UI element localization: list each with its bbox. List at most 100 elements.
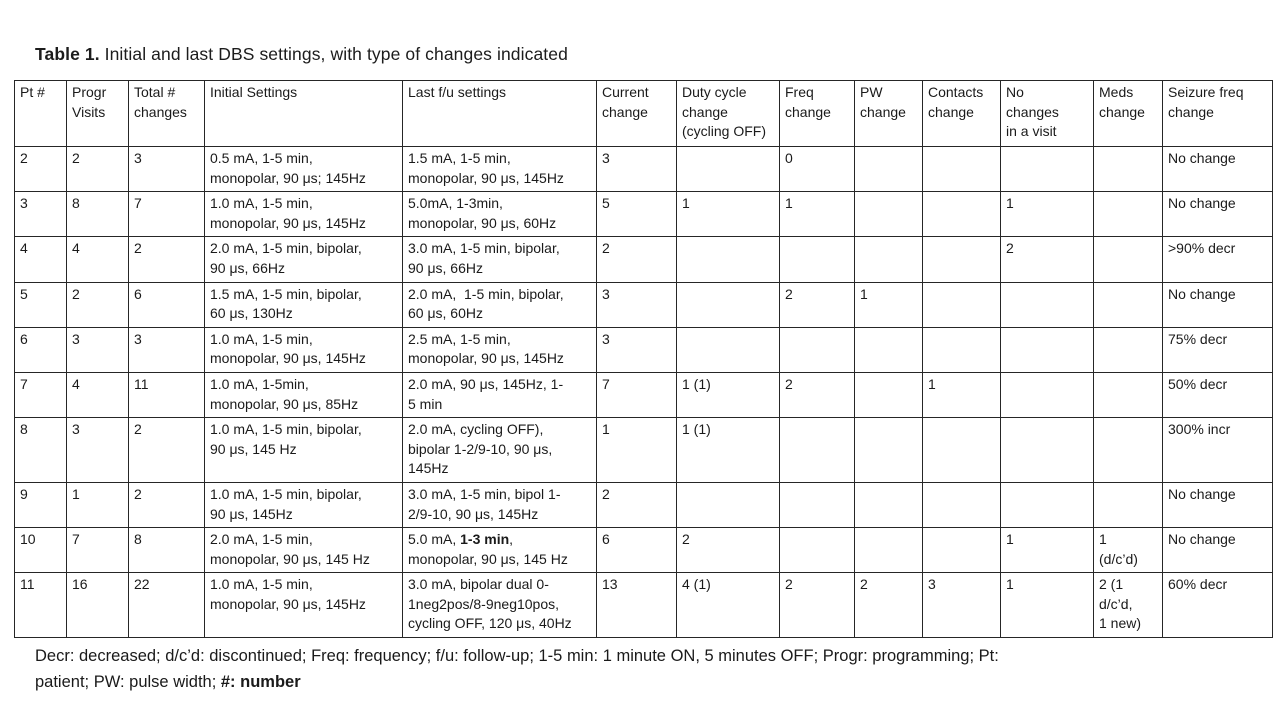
table-cell: 3.0 mA, bipolar dual 0- 1neg2pos/8-9neg10… bbox=[402, 572, 597, 639]
table-cell: No change bbox=[1162, 481, 1273, 529]
table-cell bbox=[676, 145, 780, 193]
table-cell: 1 bbox=[1000, 527, 1094, 574]
table-cell bbox=[922, 145, 1001, 193]
table-cell bbox=[1093, 191, 1163, 238]
table-cell: 2 bbox=[14, 145, 67, 193]
table-cell: 2 bbox=[779, 572, 855, 639]
table-cell bbox=[854, 371, 923, 419]
table-cell: 4 bbox=[66, 236, 129, 283]
table-cell bbox=[779, 236, 855, 283]
table-cell bbox=[676, 481, 780, 529]
table-cell: 5 bbox=[596, 191, 677, 238]
table-cell: 3 bbox=[128, 145, 205, 193]
table-cell bbox=[922, 236, 1001, 283]
table-cell: 4 (1) bbox=[676, 572, 780, 639]
column-header: Freq change bbox=[779, 80, 855, 147]
table-cell bbox=[779, 417, 855, 483]
table-cell: 2 bbox=[66, 145, 129, 193]
table-cell bbox=[779, 527, 855, 574]
table-cell: 1 bbox=[596, 417, 677, 483]
table-cell: 1.5 mA, 1-5 min, bipolar, 60 μs, 130Hz bbox=[204, 281, 403, 328]
table-cell: 1.0 mA, 1-5 min, monopolar, 90 μs, 145Hz bbox=[204, 326, 403, 373]
table-cell: No change bbox=[1162, 145, 1273, 193]
table-cell: 11 bbox=[14, 572, 67, 639]
emphasized-text: 1-3 min bbox=[460, 531, 510, 548]
table-cell: 1 bbox=[676, 191, 780, 238]
table-cell: 2 bbox=[596, 236, 677, 283]
emphasized-text: #: number bbox=[220, 673, 301, 692]
table-cell: 2 bbox=[779, 281, 855, 328]
table-row: 8 3 2 1.0 mA, 1-5 min, bipolar, 90 μs, 145 H… bbox=[14, 417, 1273, 483]
table-cell: 1.0 mA, 1-5 min, bipolar, 90 μs, 145Hz bbox=[204, 481, 403, 529]
table-cell: 8 bbox=[66, 191, 129, 238]
table-cell: 16 bbox=[66, 572, 129, 639]
table-cell: 7 bbox=[596, 371, 677, 419]
footnote-line: patient; PW: pulse width; #: number bbox=[35, 669, 1245, 695]
table-cell: 1 (1) bbox=[676, 417, 780, 483]
table-cell: 60% decr bbox=[1162, 572, 1273, 639]
footnote-line: Decr: decreased; d/c’d: discontinued; Fr… bbox=[35, 647, 999, 666]
column-header: Contacts change bbox=[922, 80, 1001, 147]
table-row: 6 3 3 1.0 mA, 1-5 min, monopolar, 90 μs, 145… bbox=[14, 326, 1273, 373]
table-row: 9 1 2 1.0 mA, 1-5 min, bipolar, 90 μs, 145Hz… bbox=[14, 481, 1273, 529]
table-footnote: Decr: decreased; d/c’d: discontinued; Fr… bbox=[35, 643, 1245, 696]
table-cell: 3 bbox=[596, 326, 677, 373]
table-cell: 5.0mA, 1-3min, monopolar, 90 μs, 60Hz bbox=[402, 191, 597, 238]
table-cell bbox=[922, 527, 1001, 574]
dbs-settings-table: Pt # Progr Visits Total # changes Initial Set… bbox=[14, 80, 1273, 639]
table-cell: 2.0 mA, cycling OFF), bipolar 1-2/9-10, 9… bbox=[402, 417, 597, 483]
document-page: Table 1. Initial and last DBS settings, … bbox=[0, 44, 1280, 720]
table-cell bbox=[922, 191, 1001, 238]
column-header: No changes in a visit bbox=[1000, 80, 1094, 147]
table-cell: 4 bbox=[14, 236, 67, 283]
table-cell: 2 bbox=[128, 481, 205, 529]
table-cell: 1 bbox=[66, 481, 129, 529]
caption-text: Initial and last DBS settings, with type… bbox=[99, 44, 568, 64]
table-cell: 3.0 mA, 1-5 min, bipolar, 90 μs, 66Hz bbox=[402, 236, 597, 283]
table-cell bbox=[922, 481, 1001, 529]
table-cell bbox=[922, 326, 1001, 373]
table-cell bbox=[1093, 417, 1163, 483]
table-cell bbox=[922, 417, 1001, 483]
table-cell: 50% decr bbox=[1162, 371, 1273, 419]
column-header: Initial Settings bbox=[204, 80, 403, 147]
table-cell: 2.5 mA, 1-5 min, monopolar, 90 μs, 145Hz bbox=[402, 326, 597, 373]
column-header: Pt # bbox=[14, 80, 67, 147]
table-cell bbox=[1000, 145, 1094, 193]
table-cell bbox=[854, 527, 923, 574]
column-header: Duty cycle change (cycling OFF) bbox=[676, 80, 780, 147]
table-cell: 0 bbox=[779, 145, 855, 193]
table-cell: 3 bbox=[14, 191, 67, 238]
table-cell: 0.5 mA, 1-5 min, monopolar, 90 μs; 145Hz bbox=[204, 145, 403, 193]
table-cell bbox=[779, 326, 855, 373]
column-header: Progr Visits bbox=[66, 80, 129, 147]
table-row: 3 8 7 1.0 mA, 1-5 min, monopolar, 90 μs, 145… bbox=[14, 191, 1273, 238]
table-cell bbox=[1093, 236, 1163, 283]
table-cell: 3.0 mA, 1-5 min, bipol 1- 2/9-10, 90 μs, … bbox=[402, 481, 597, 529]
table-row: 10 7 8 2.0 mA, 1-5 min, monopolar, 90 μs, 14… bbox=[14, 527, 1273, 574]
table-cell: 5.0 mA, 1-3 min, monopolar, 90 μs, 145 Hz bbox=[402, 527, 597, 574]
table-cell: 2.0 mA, 1-5 min, bipolar, 90 μs, 66Hz bbox=[204, 236, 403, 283]
table-cell bbox=[1000, 326, 1094, 373]
table-cell: 6 bbox=[14, 326, 67, 373]
table-cell: 2 bbox=[676, 527, 780, 574]
text-segment: , bbox=[509, 531, 514, 548]
table-cell: 1 (1) bbox=[676, 371, 780, 419]
table-cell: 10 bbox=[14, 527, 67, 574]
table-body: 2 2 3 0.5 mA, 1-5 min, monopolar, 90 μs; 145… bbox=[14, 145, 1273, 639]
table-cell: 6 bbox=[128, 281, 205, 328]
table-cell: 8 bbox=[128, 527, 205, 574]
table-cell: 2 bbox=[854, 572, 923, 639]
table-cell: 300% incr bbox=[1162, 417, 1273, 483]
table-cell bbox=[1093, 371, 1163, 419]
table-cell bbox=[1093, 326, 1163, 373]
text-segment: patient; PW: pulse width; bbox=[35, 673, 221, 692]
table-cell bbox=[854, 236, 923, 283]
table-cell bbox=[1000, 281, 1094, 328]
table-cell: 1 (d/c’d) bbox=[1093, 527, 1163, 574]
table-row: 4 4 2 2.0 mA, 1-5 min, bipolar, 90 μs, 66Hz 3… bbox=[14, 236, 1273, 283]
table-cell: 11 bbox=[128, 371, 205, 419]
table-cell bbox=[854, 417, 923, 483]
table-cell: 3 bbox=[922, 572, 1001, 639]
table-cell: 2.0 mA, 1-5 min, monopolar, 90 μs, 145 Hz bbox=[204, 527, 403, 574]
